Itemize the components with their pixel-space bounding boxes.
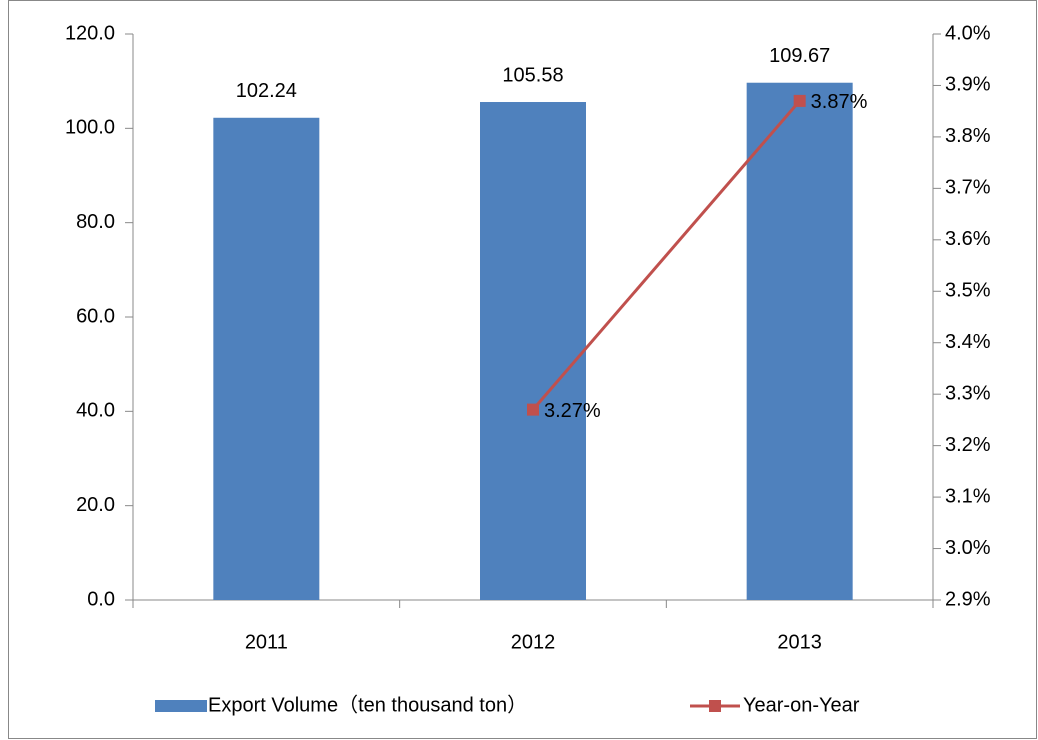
y2-tick-label: 3.4%: [945, 331, 991, 353]
line: [531, 99, 801, 411]
x-tick-label: 2012: [511, 631, 556, 653]
y2-tick-label: 3.6%: [945, 228, 991, 250]
y-tick-label: 20.0: [76, 494, 115, 516]
y2-tick-label: 4.0%: [945, 22, 991, 44]
y-tick-label: 0.0: [87, 588, 115, 610]
y2-tick-label: 3.3%: [945, 382, 991, 404]
line-marker: [793, 94, 806, 107]
y2-tick-label: 3.7%: [945, 177, 991, 199]
legend-swatch: [155, 700, 207, 712]
bar-value-label: 109.67: [769, 45, 830, 67]
x-tick-label: 2011: [245, 631, 288, 653]
bar: [746, 82, 853, 601]
bar-value-label: 102.24: [236, 80, 297, 102]
y-tick-label: 60.0: [76, 305, 115, 327]
bar: [213, 117, 320, 600]
legend-label: Year-on-Year: [743, 694, 860, 716]
y2-tick-label: 3.8%: [945, 125, 991, 147]
line-value-label: 3.27%: [544, 400, 601, 422]
y-tick-label: 80.0: [76, 211, 115, 233]
y-tick-label: 120.0: [65, 22, 115, 44]
y2-tick-label: 3.2%: [945, 434, 991, 456]
legend-marker: [709, 700, 721, 712]
y2-tick-label: 3.1%: [945, 485, 991, 507]
line-marker: [527, 403, 539, 416]
y2-tick-label: 3.0%: [945, 537, 991, 559]
legend-label: Export Volume（ten thousand ton）: [208, 693, 527, 716]
x-tick-label: 2013: [777, 631, 822, 653]
y2-tick-label: 3.5%: [945, 280, 991, 302]
bar-value-label: 105.58: [502, 64, 563, 86]
line-value-label: 3.87%: [811, 91, 868, 113]
bar: [480, 102, 586, 600]
y-tick-label: 100.0: [65, 117, 115, 139]
y2-tick-label: 2.9%: [945, 588, 991, 610]
y-tick-label: 40.0: [76, 400, 115, 422]
y2-tick-label: 3.9%: [945, 74, 991, 96]
